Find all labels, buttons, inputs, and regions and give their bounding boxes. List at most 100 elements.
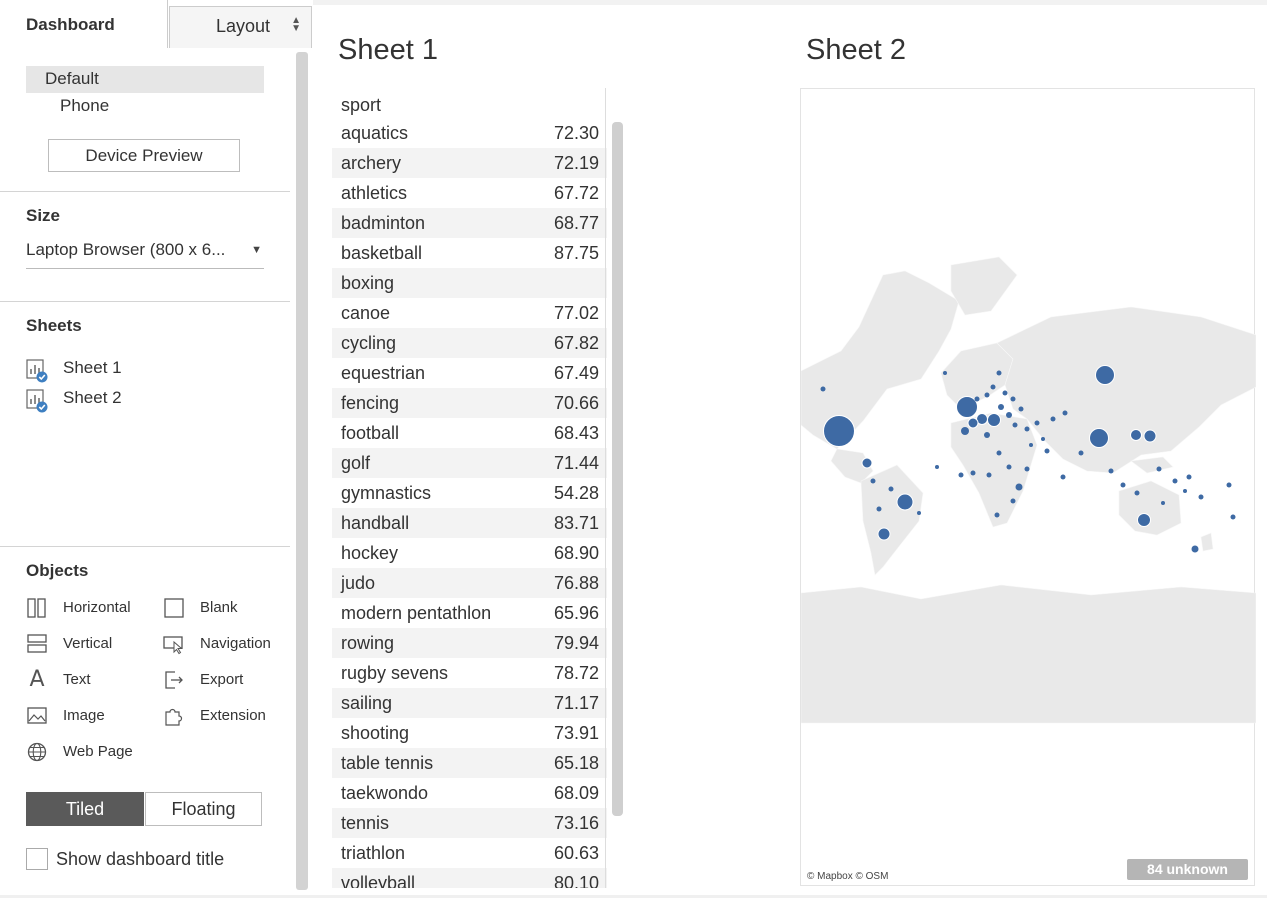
- table-row[interactable]: shooting 73.91: [332, 718, 607, 748]
- map-mark[interactable]: [1002, 390, 1008, 396]
- map-mark[interactable]: [1044, 448, 1050, 454]
- map-mark[interactable]: [1120, 482, 1126, 488]
- table-row[interactable]: basketball 87.75: [332, 238, 607, 268]
- table-row[interactable]: table tennis 65.18: [332, 748, 607, 778]
- map-mark[interactable]: [1024, 426, 1030, 432]
- table-row[interactable]: badminton 68.77: [332, 208, 607, 238]
- map-mark[interactable]: [967, 417, 979, 429]
- map-mark[interactable]: [876, 506, 882, 512]
- map-mark[interactable]: [1062, 410, 1068, 416]
- table-row[interactable]: volleyball 80.10: [332, 868, 607, 888]
- map-mark[interactable]: [974, 396, 980, 402]
- map-mark[interactable]: [1010, 396, 1016, 402]
- map-mark[interactable]: [958, 472, 964, 478]
- map-mark[interactable]: [1186, 474, 1192, 480]
- table-row[interactable]: triathlon 60.63: [332, 838, 607, 868]
- sheet1-table[interactable]: sport aquatics 72.30 archery 72.19 athletics…: [332, 88, 625, 888]
- map-mark[interactable]: [1006, 464, 1012, 470]
- map-mark[interactable]: [1089, 428, 1109, 448]
- table-row[interactable]: fencing 70.66: [332, 388, 607, 418]
- map-mark[interactable]: [1024, 466, 1030, 472]
- map-mark[interactable]: [1060, 474, 1066, 480]
- table-row[interactable]: equestrian 67.49: [332, 358, 607, 388]
- unknown-locations-badge[interactable]: 84 unknown: [1127, 859, 1248, 880]
- map-mark[interactable]: [1198, 494, 1204, 500]
- table-row[interactable]: tennis 73.16: [332, 808, 607, 838]
- map-mark[interactable]: [956, 396, 978, 418]
- map-mark[interactable]: [1137, 513, 1151, 527]
- map-mark[interactable]: [1018, 406, 1024, 412]
- device-phone[interactable]: Phone: [60, 96, 110, 115]
- map-mark[interactable]: [861, 457, 873, 469]
- floating-button[interactable]: Floating: [145, 792, 262, 826]
- map-mark[interactable]: [996, 370, 1002, 376]
- map-mark[interactable]: [970, 470, 976, 476]
- map-mark[interactable]: [1041, 437, 1045, 441]
- table-row[interactable]: cycling 67.82: [332, 328, 607, 358]
- map-mark[interactable]: [1226, 482, 1232, 488]
- map-mark[interactable]: [961, 427, 969, 435]
- map-mark[interactable]: [1134, 490, 1140, 496]
- table-scrollbar[interactable]: [612, 122, 623, 816]
- table-row[interactable]: canoe 77.02: [332, 298, 607, 328]
- show-title-checkbox[interactable]: [26, 848, 48, 870]
- table-row[interactable]: archery 72.19: [332, 148, 607, 178]
- world-map[interactable]: [801, 89, 1256, 887]
- map-mark[interactable]: [888, 486, 894, 492]
- map-mark[interactable]: [1095, 365, 1115, 385]
- table-row[interactable]: sailing 71.17: [332, 688, 607, 718]
- table-row[interactable]: hockey 68.90: [332, 538, 607, 568]
- map-mark[interactable]: [1015, 483, 1023, 491]
- map-mark[interactable]: [1156, 466, 1162, 472]
- map-mark[interactable]: [1143, 429, 1157, 443]
- map-mark[interactable]: [870, 478, 876, 484]
- map-mark[interactable]: [823, 415, 855, 447]
- table-row[interactable]: golf 71.44: [332, 448, 607, 478]
- map-mark[interactable]: [1108, 468, 1114, 474]
- tiled-button[interactable]: Tiled: [26, 792, 144, 826]
- map-mark[interactable]: [943, 371, 947, 375]
- map-mark[interactable]: [984, 432, 990, 438]
- column-header-sport[interactable]: sport: [341, 95, 382, 115]
- map-mark[interactable]: [896, 493, 914, 511]
- table-row[interactable]: aquatics 72.30: [332, 118, 607, 148]
- map-mark[interactable]: [1183, 489, 1187, 493]
- map-attribution[interactable]: © Mapbox © OSM: [807, 871, 889, 882]
- sheet2-map[interactable]: © Mapbox © OSM 84 unknown: [800, 88, 1256, 887]
- table-row[interactable]: judo 76.88: [332, 568, 607, 598]
- device-default[interactable]: Default: [26, 66, 264, 93]
- map-mark[interactable]: [998, 404, 1004, 410]
- map-mark[interactable]: [1161, 501, 1165, 505]
- table-row[interactable]: athletics 67.72: [332, 178, 607, 208]
- map-mark[interactable]: [1034, 420, 1040, 426]
- map-mark[interactable]: [1230, 514, 1236, 520]
- map-mark[interactable]: [996, 450, 1002, 456]
- map-mark[interactable]: [986, 472, 992, 478]
- map-mark[interactable]: [990, 384, 996, 390]
- tab-dashboard[interactable]: Dashboard: [0, 0, 168, 48]
- map-mark[interactable]: [917, 511, 921, 515]
- map-mark[interactable]: [994, 512, 1000, 518]
- map-mark[interactable]: [1172, 478, 1178, 484]
- map-mark[interactable]: [1050, 416, 1056, 422]
- map-mark[interactable]: [1191, 545, 1199, 553]
- map-mark[interactable]: [1130, 429, 1142, 441]
- table-row[interactable]: football 68.43: [332, 418, 607, 448]
- map-mark[interactable]: [1006, 412, 1012, 418]
- table-row[interactable]: rugby sevens 78.72: [332, 658, 607, 688]
- map-mark[interactable]: [877, 527, 891, 541]
- table-row[interactable]: taekwondo 68.09: [332, 778, 607, 808]
- map-mark[interactable]: [1012, 422, 1018, 428]
- tab-layout[interactable]: Layout ▲ ▼: [169, 6, 312, 48]
- map-mark[interactable]: [984, 392, 990, 398]
- device-preview-button[interactable]: Device Preview: [48, 139, 240, 172]
- table-row[interactable]: handball 83.71: [332, 508, 607, 538]
- table-row[interactable]: gymnastics 54.28: [332, 478, 607, 508]
- sidebar-scrollbar[interactable]: [296, 52, 308, 890]
- table-row[interactable]: boxing: [332, 268, 607, 298]
- map-mark[interactable]: [1078, 450, 1084, 456]
- map-mark[interactable]: [1010, 498, 1016, 504]
- map-mark[interactable]: [1029, 443, 1033, 447]
- table-row[interactable]: rowing 79.94: [332, 628, 607, 658]
- map-mark[interactable]: [935, 465, 939, 469]
